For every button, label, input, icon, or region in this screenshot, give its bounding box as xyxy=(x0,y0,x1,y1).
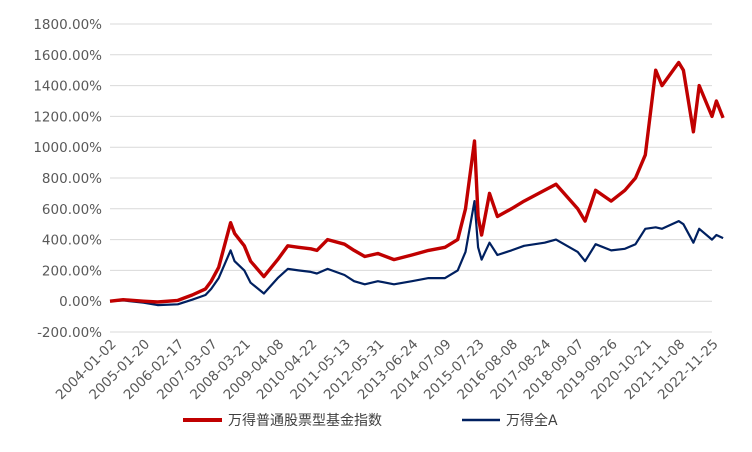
x-axis-tick-labels: 2004-01-022005-01-202006-02-172007-03-07… xyxy=(53,336,722,403)
y-tick-label: 1200.00% xyxy=(33,109,102,125)
y-tick-label: 600.00% xyxy=(42,202,102,218)
y-tick-label: 1600.00% xyxy=(33,48,102,64)
y-tick-label: 1000.00% xyxy=(33,140,102,156)
y-tick-label: 400.00% xyxy=(42,233,102,249)
y-tick-label: 200.00% xyxy=(42,263,102,279)
y-tick-label: 1800.00% xyxy=(33,17,102,33)
series-lines xyxy=(109,60,725,307)
legend: 万得普通股票型基金指数 万得全A xyxy=(183,412,558,429)
y-tick-label: 1400.00% xyxy=(33,79,102,95)
gridlines xyxy=(110,23,712,333)
y-tick-label: 800.00% xyxy=(42,171,102,187)
series-line-fund xyxy=(109,60,725,304)
y-axis-tick-labels: -200.00% 0.00% 200.00% 400.00% 600.00% 800.00… xyxy=(33,17,102,341)
y-tick-label: 0.00% xyxy=(59,294,102,310)
legend-label-market: 万得全A xyxy=(506,412,558,429)
series-line-market xyxy=(109,200,724,307)
legend-label-fund: 万得普通股票型基金指数 xyxy=(228,412,382,429)
y-tick-label: -200.00% xyxy=(37,325,102,341)
